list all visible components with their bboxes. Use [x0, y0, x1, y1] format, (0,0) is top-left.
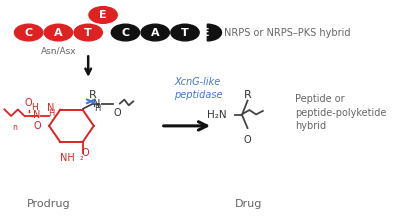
Text: Peptide or
peptide-polyketide
hybrid: Peptide or peptide-polyketide hybrid: [295, 95, 386, 131]
Text: n: n: [12, 123, 17, 131]
Circle shape: [74, 24, 102, 41]
Text: O: O: [244, 135, 251, 145]
Text: C: C: [24, 28, 33, 38]
Circle shape: [14, 24, 43, 41]
Text: A: A: [151, 28, 160, 38]
Circle shape: [111, 24, 140, 41]
Text: NRPS or NRPS–PKS hybrid: NRPS or NRPS–PKS hybrid: [224, 28, 350, 38]
Text: E: E: [99, 10, 107, 20]
Circle shape: [44, 24, 72, 41]
Circle shape: [141, 24, 169, 41]
Text: O: O: [82, 148, 89, 158]
Text: NH: NH: [60, 153, 75, 163]
Text: R: R: [89, 90, 97, 100]
Text: H: H: [48, 109, 55, 118]
Text: Asn/Asx: Asn/Asx: [40, 47, 76, 56]
Text: H: H: [32, 103, 38, 112]
Text: H: H: [94, 104, 100, 113]
Text: ₂: ₂: [80, 153, 84, 162]
Text: O: O: [33, 121, 41, 131]
Text: O: O: [25, 98, 32, 108]
Text: Prodrug: Prodrug: [27, 199, 71, 209]
Text: T: T: [84, 28, 92, 38]
Text: N: N: [93, 99, 100, 109]
Text: N: N: [47, 103, 55, 113]
Text: O: O: [114, 108, 122, 118]
Text: H₂N: H₂N: [208, 110, 227, 120]
Text: C: C: [121, 28, 130, 38]
Text: N: N: [33, 110, 40, 120]
Text: XcnG-like
peptidase: XcnG-like peptidase: [174, 77, 222, 100]
Text: R: R: [244, 90, 252, 100]
Text: E: E: [202, 28, 209, 38]
Circle shape: [171, 24, 199, 41]
Wedge shape: [207, 24, 222, 41]
Text: Drug: Drug: [235, 199, 262, 209]
Text: T: T: [181, 28, 189, 38]
Circle shape: [89, 7, 117, 23]
Text: A: A: [54, 28, 63, 38]
